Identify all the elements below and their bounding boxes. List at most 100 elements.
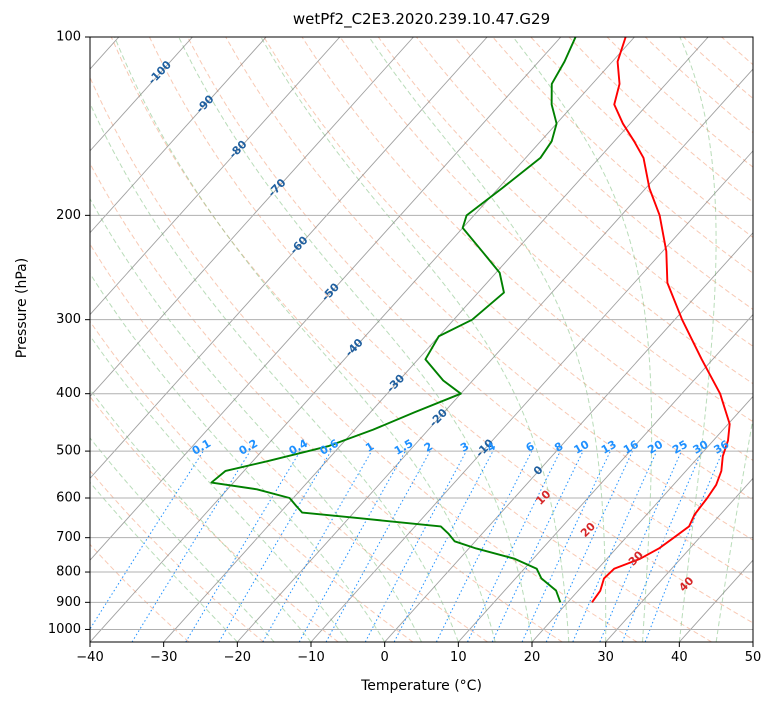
mixing-ratio-label: 3 (458, 440, 471, 455)
moist-adiabat (90, 102, 459, 642)
mixing-ratio-label: 1.5 (392, 437, 415, 458)
moist-adiabat (368, 37, 607, 642)
dry-adiabat (263, 37, 753, 501)
mixing-ratio-line (185, 450, 301, 642)
y-tick-label: 100 (56, 30, 81, 45)
moist-adiabat-label: 40 (676, 574, 696, 594)
moist-adiabat (90, 272, 386, 642)
mixing-ratio-label: 0.2 (237, 437, 260, 458)
moist-adiabat (90, 388, 312, 642)
dry-adiabat (683, 37, 753, 100)
x-tick-label: −30 (150, 650, 177, 665)
dry-adiabat (90, 543, 190, 642)
mixing-ratio-label: 0.4 (287, 437, 311, 458)
moist-adiabat (114, 37, 496, 642)
isotherm (90, 37, 414, 398)
plot-frame (89, 36, 754, 643)
y-tick-label: 600 (56, 491, 81, 506)
isotherm (90, 37, 193, 152)
x-tick-label: −20 (224, 650, 251, 665)
y-tick-label: 200 (56, 208, 81, 223)
y-tick-label: 300 (56, 312, 81, 327)
y-tick-label: 500 (56, 444, 81, 459)
moist-adiabat-label: 30 (626, 548, 646, 568)
isotherm (236, 68, 753, 642)
moist-adiabat-label: 20 (578, 520, 598, 540)
mixing-ratio-line (545, 450, 633, 642)
isotherm (90, 37, 341, 316)
moist-adiabat (715, 415, 753, 642)
isotherm (457, 313, 753, 642)
x-tick-label: −10 (297, 650, 324, 665)
x-tick-label: 0 (381, 650, 389, 665)
dry-adiabat (225, 37, 753, 541)
dry-adiabat (301, 37, 753, 462)
isotherm (90, 37, 120, 70)
y-tick-label: 800 (56, 565, 81, 580)
x-tick-label: 20 (524, 650, 541, 665)
y-tick-label: 400 (56, 386, 81, 401)
isotherm (384, 232, 753, 642)
y-tick-label: 1000 (48, 622, 81, 637)
isotherm (90, 37, 488, 479)
mixing-ratio-label: 1 (363, 440, 376, 455)
mixing-ratio-line (644, 450, 724, 642)
mixing-ratio-label: 30 (691, 438, 711, 457)
moist-adiabat (90, 334, 349, 642)
x-tick-label: 40 (671, 650, 688, 665)
dry-adiabat (377, 37, 753, 385)
dry-adiabat (90, 243, 488, 642)
dry-adiabat (721, 37, 753, 66)
moist-adiabat (178, 37, 533, 642)
isotherm (0, 37, 45, 642)
dry-adiabat (90, 320, 414, 642)
moist-adiabat (90, 437, 275, 642)
x-tick-label: 30 (597, 650, 614, 665)
isotherm (90, 37, 562, 561)
mixing-ratio-line (262, 450, 373, 642)
dewpoint-line (210, 37, 577, 603)
moist-adiabat (90, 481, 238, 642)
dry-adiabat (416, 37, 753, 347)
moist-adiabat (512, 37, 653, 642)
mixing-ratio-label: 2 (422, 440, 435, 455)
mixing-ratio-label: 6 (524, 440, 537, 455)
mixing-ratio-line (572, 450, 658, 642)
isotherm (531, 395, 753, 642)
dry-adiabat (187, 37, 753, 582)
mixing-ratio-label: 16 (621, 438, 641, 457)
isotherm (90, 37, 635, 642)
mixing-ratio-line (131, 450, 251, 642)
dry-adiabat (644, 37, 753, 134)
mixing-ratio-label: 25 (670, 438, 690, 457)
dry-adiabat (148, 37, 753, 624)
x-tick-label: 50 (745, 650, 762, 665)
moist-adiabat (90, 197, 422, 642)
mixing-ratio-line (364, 450, 467, 642)
dry-adiabat (90, 162, 563, 642)
isotherm (678, 559, 753, 642)
mixing-ratio-label: 0.6 (318, 437, 342, 458)
mixing-ratio-label: 8 (552, 440, 565, 455)
dry-adiabat (110, 37, 712, 642)
mixing-ratio-line (435, 450, 533, 642)
mixing-ratio-line (325, 450, 431, 642)
mixing-ratio-line (491, 450, 584, 642)
mixing-ratio-label: 10 (572, 438, 592, 457)
chart-title: wetPf2_C2E3.2020.239.10.47.G29 (292, 10, 551, 28)
dry-adiabat (454, 37, 753, 311)
mixing-ratio-label: 13 (599, 438, 619, 457)
isotherm (605, 477, 753, 642)
x-tick-label: −40 (76, 650, 103, 665)
dry-adiabat (339, 37, 753, 423)
mixing-ratio-line (90, 450, 204, 630)
mixing-ratio-line (599, 450, 682, 642)
moist-adiabat (678, 37, 717, 642)
dry-adiabat (90, 76, 638, 642)
mixing-ratio-line (621, 450, 703, 642)
y-tick-label: 900 (56, 595, 81, 610)
y-tick-label: 700 (56, 530, 81, 545)
x-tick-label: 10 (450, 650, 467, 665)
